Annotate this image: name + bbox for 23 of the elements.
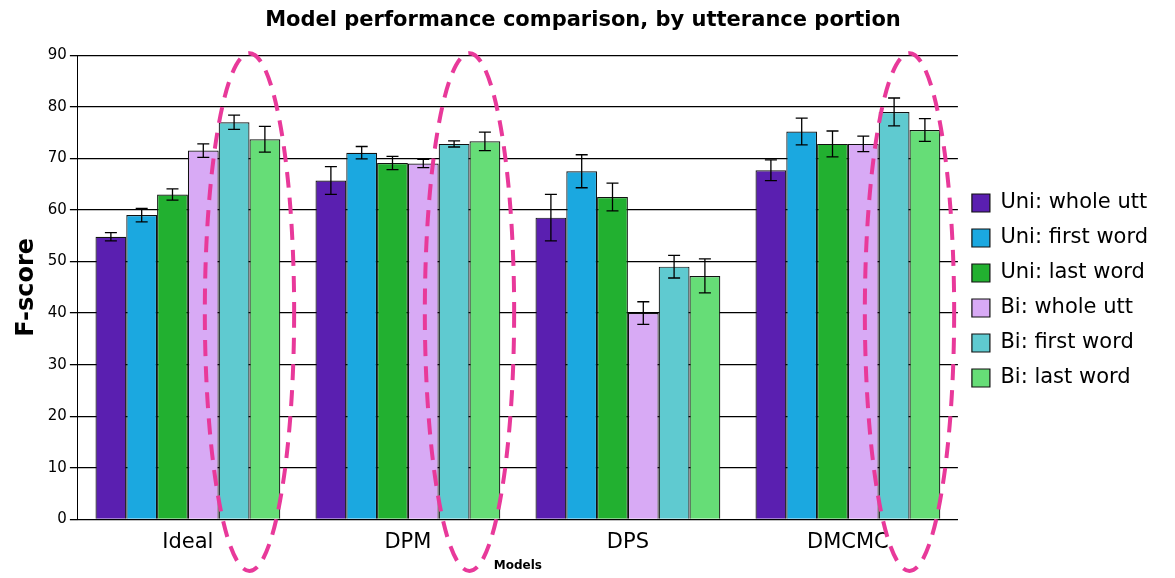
y-tick-label: 0 [57, 509, 67, 528]
y-tick-label: 70 [47, 148, 67, 167]
x-tick-label: Ideal [162, 529, 214, 554]
x-tick-label: DPS [606, 529, 649, 554]
x-axis-title: Models [493, 557, 542, 572]
y-tick-label: 10 [47, 457, 67, 476]
legend-label: Bi: whole utt [1000, 294, 1133, 319]
y-tick-label: 60 [47, 199, 67, 218]
y-tick-label: 30 [47, 354, 67, 373]
y-tick-label: 40 [47, 302, 67, 321]
legend-label: Bi: last word [1000, 364, 1131, 389]
legend-label: Bi: first word [1000, 329, 1134, 354]
y-tick-label: 50 [47, 251, 67, 270]
chart-title: Model performance comparison, by utterance portion [265, 7, 901, 32]
legend-label: Uni: whole utt [1000, 189, 1148, 214]
x-tick-label: DMCMC [807, 529, 889, 554]
y-tick-label: 20 [47, 406, 67, 425]
legend-label: Uni: first word [1000, 224, 1149, 249]
legend-label: Uni: last word [1000, 259, 1145, 284]
x-tick-label: DPM [384, 529, 432, 554]
y-tick-label: 90 [47, 45, 67, 64]
y-axis-title: F-score [10, 237, 39, 337]
y-tick-label: 80 [47, 96, 67, 115]
